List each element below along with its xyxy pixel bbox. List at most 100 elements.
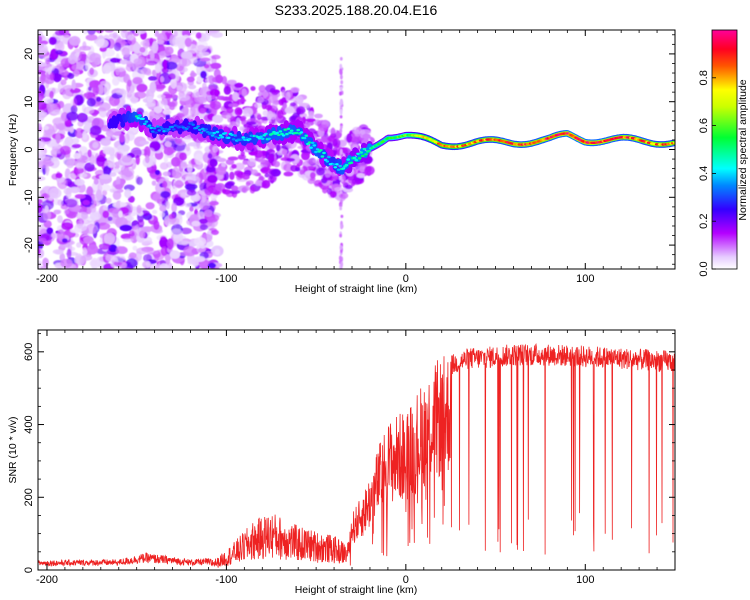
spectrogram-blob	[102, 189, 108, 196]
ridge-core	[672, 141, 675, 144]
ridge-core	[335, 163, 339, 166]
spectrogram-blob	[97, 222, 111, 230]
spectrogram-blob	[38, 176, 46, 181]
spectrogram-blob	[165, 253, 171, 265]
spectrogram-blob	[69, 87, 81, 94]
spectrogram-blob	[211, 95, 216, 100]
spectrogram-blob	[283, 171, 294, 177]
ridge-core	[260, 137, 265, 140]
spectrogram-blob	[128, 252, 137, 259]
ridge-core	[231, 138, 236, 141]
spectrogram-blob	[79, 51, 87, 61]
spectrogram-blob	[257, 96, 265, 103]
spectrogram-blob	[199, 224, 208, 231]
ridge-core	[164, 127, 168, 131]
ridge-core	[220, 136, 225, 139]
spectrogram-blob	[134, 30, 147, 34]
spectrogram-blob	[102, 148, 115, 155]
spectrogram-blob	[215, 74, 224, 84]
spectrogram-blob	[41, 200, 54, 210]
spectrogram-blob	[250, 86, 256, 91]
spectrogram-blob	[38, 123, 42, 128]
spectrogram-blob	[176, 240, 189, 245]
spectrogram-blob	[159, 263, 169, 269]
spectrogram-blob	[139, 140, 150, 145]
ridge-core	[302, 136, 307, 140]
spectrogram-ytick-label: 10	[23, 96, 35, 108]
spectrogram-blob	[332, 138, 341, 148]
spectrogram-blob	[333, 175, 339, 180]
spectrogram-blob	[38, 160, 48, 169]
spectrogram-blob	[89, 211, 101, 221]
spectrogram-blob	[121, 170, 132, 176]
spectrogram-blob	[154, 30, 160, 37]
spectrogram-blob	[208, 75, 215, 85]
spectrogram-blob	[66, 160, 75, 169]
spectrogram-blob	[240, 150, 245, 157]
spectrogram-blob	[268, 93, 277, 104]
spectrogram-blob	[112, 253, 126, 263]
spectrogram-blob	[183, 246, 197, 257]
spectrogram-blob	[105, 197, 112, 204]
spectrogram-blob	[162, 171, 171, 177]
spectrogram-blob	[221, 162, 226, 168]
spectrogram-ytick-label: 20	[23, 48, 35, 60]
spectrogram-blob	[159, 211, 165, 218]
spectrogram-blob	[136, 204, 142, 214]
ridge-core	[191, 123, 195, 126]
spectrogram-blob	[103, 84, 110, 96]
spectrogram-blob	[154, 63, 161, 74]
spectrogram-blob	[85, 34, 98, 41]
spectrogram-blob	[115, 200, 121, 211]
spectrogram-blob	[38, 30, 43, 37]
spectrogram-blob	[102, 64, 112, 74]
spectrogram-blob	[160, 76, 164, 83]
spectrogram-blob	[209, 214, 220, 222]
spectrogram-blob	[69, 36, 81, 46]
spectrogram-blob	[339, 91, 342, 96]
spectrogram-blob	[162, 59, 168, 71]
spectrogram-blob	[101, 184, 111, 192]
spectrogram-blob	[285, 91, 291, 100]
spectrogram-blob	[339, 148, 343, 155]
spectrogram-blob	[170, 79, 177, 89]
spectrogram-blob	[276, 144, 281, 152]
spectrogram-blob	[38, 139, 46, 149]
spectrogram-blob	[130, 147, 142, 158]
spectrogram-blob	[192, 92, 197, 98]
spectrogram-blob	[139, 230, 146, 239]
ridge-core	[196, 125, 200, 128]
spectrogram-blob	[132, 43, 142, 54]
colorbar-tick-label: 0.8	[698, 70, 710, 85]
spectrogram-blob	[126, 258, 138, 269]
spectrogram-blob	[46, 102, 56, 112]
spectrogram-blob	[217, 95, 226, 101]
spectrogram-blob	[38, 109, 45, 122]
spectrogram-ytick-label: -20	[23, 237, 35, 253]
spectrogram-blob	[124, 133, 130, 144]
spectrogram-blob	[356, 173, 365, 178]
snr-xtick-label: 0	[403, 574, 409, 586]
spectrogram-ytick-label: -10	[23, 189, 35, 205]
spectrogram-blob	[314, 113, 323, 119]
ridge-core	[162, 130, 166, 133]
spectrogram-blob	[76, 211, 89, 221]
spectrogram-blob	[187, 175, 201, 185]
spectrogram-blob	[112, 168, 121, 173]
spectrogram-blob	[102, 210, 110, 219]
spectrogram-blob	[166, 238, 174, 250]
spectrogram-blob	[52, 123, 58, 133]
spectrogram-blob	[118, 210, 123, 218]
spectrogram-blob	[57, 229, 65, 242]
spectrogram-blob	[82, 199, 90, 206]
spectrogram-blob	[62, 90, 72, 100]
spectrogram-blob	[267, 153, 275, 164]
spectrogram-blob	[153, 220, 160, 230]
spectrogram-blob	[55, 49, 63, 55]
spectrogram-blob	[339, 108, 343, 116]
spectrogram-blob	[53, 72, 62, 83]
colorbar-gradient	[711, 29, 738, 270]
snr-ytick-label: 600	[23, 343, 35, 361]
spectrogram-blob	[132, 245, 138, 251]
spectrogram-blob	[301, 116, 307, 125]
